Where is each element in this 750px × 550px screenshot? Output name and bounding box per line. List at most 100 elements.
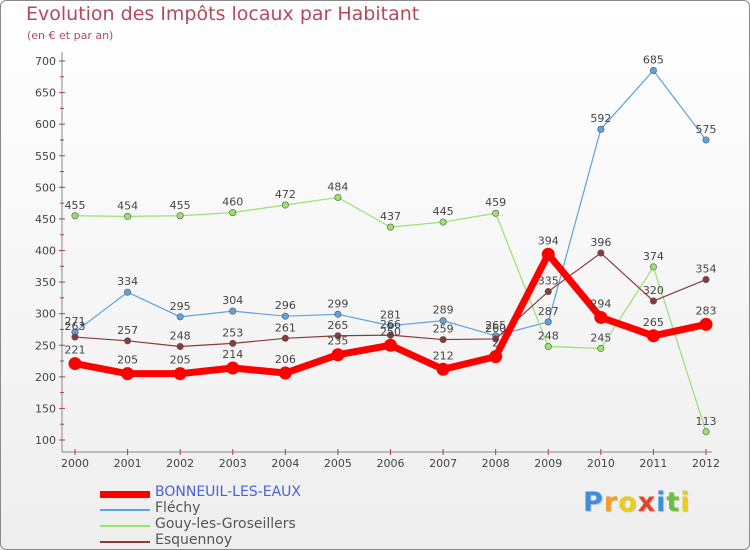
data-point: [281, 201, 289, 209]
data-label: 459: [485, 196, 506, 209]
data-point: [386, 223, 394, 231]
data-point: [384, 338, 397, 352]
data-label: 261: [275, 321, 296, 334]
data-label: 265: [485, 319, 506, 332]
data-label: 248: [170, 330, 191, 343]
x-tick-label: 2009: [534, 457, 562, 470]
y-tick-label: 600: [35, 118, 56, 131]
data-label: 248: [538, 330, 559, 343]
logo-letter: i: [656, 487, 667, 518]
data-label: 113: [696, 415, 717, 428]
data-point: [281, 334, 289, 342]
data-label: 212: [433, 349, 454, 362]
data-point: [492, 335, 500, 343]
data-point: [334, 193, 342, 201]
data-label: 445: [433, 205, 454, 218]
data-label: 592: [590, 112, 611, 125]
data-label: 334: [117, 275, 138, 288]
data-point: [594, 310, 608, 324]
data-point: [176, 343, 184, 351]
logo-letter: o: [618, 487, 638, 518]
data-point: [649, 263, 657, 271]
data-label: 299: [327, 297, 348, 310]
data-label: 253: [222, 326, 243, 339]
data-point: [229, 339, 237, 347]
data-label: 472: [275, 188, 296, 201]
data-label: 455: [65, 199, 86, 212]
data-point: [439, 218, 447, 226]
data-point: [439, 336, 447, 344]
series-layer: [68, 66, 713, 436]
y-tick-label: 100: [35, 434, 56, 447]
data-label: 575: [696, 123, 717, 136]
data-point: [334, 332, 342, 340]
legend-swatch: [100, 509, 150, 511]
y-tick-label: 450: [35, 213, 56, 226]
data-point: [597, 249, 605, 257]
data-label: 206: [275, 353, 296, 366]
data-label: 287: [538, 305, 559, 318]
data-point: [439, 317, 447, 325]
data-label: 266: [380, 318, 401, 331]
legend-label: Gouy-les-Groseillers: [155, 516, 296, 532]
data-point: [649, 66, 657, 74]
data-point: [702, 428, 710, 436]
data-point: [229, 209, 237, 217]
data-label: 235: [327, 335, 348, 348]
data-label: 250: [380, 325, 401, 338]
x-tick-label: 2010: [587, 457, 615, 470]
data-point: [544, 288, 552, 296]
data-point: [71, 333, 79, 341]
data-point: [121, 367, 135, 381]
y-tick-label: 500: [35, 181, 56, 194]
x-tick-label: 2008: [482, 457, 510, 470]
data-labels-layer: 271 334 295 304 296 299 281 289 265 287 592 685 575 4…: [65, 53, 717, 427]
data-point: [124, 337, 132, 345]
data-label: 296: [275, 299, 296, 312]
data-point: [386, 322, 394, 330]
data-point: [436, 362, 450, 376]
data-label: 265: [327, 319, 348, 332]
legend-label: Esquennoy: [155, 532, 233, 548]
data-point: [544, 343, 552, 351]
data-point: [173, 367, 187, 381]
data-label: 304: [222, 294, 243, 307]
x-tick-label: 2003: [219, 457, 247, 470]
data-label: 245: [590, 331, 611, 344]
data-point: [334, 310, 342, 318]
logo-letter: i: [680, 487, 691, 518]
legend-swatch: [100, 490, 150, 498]
data-label: 221: [65, 344, 86, 357]
data-label: 259: [433, 323, 454, 336]
data-point: [541, 247, 555, 261]
y-tick-label: 650: [35, 87, 56, 100]
data-point: [176, 313, 184, 321]
data-point: [386, 331, 394, 339]
data-point: [597, 344, 605, 352]
data-point: [492, 209, 500, 217]
data-label: 354: [696, 263, 717, 276]
data-point: [176, 212, 184, 220]
y-tick-label: 350: [35, 276, 56, 289]
legend-swatch: [100, 541, 150, 543]
data-label: 2: [492, 337, 499, 350]
data-label: 460: [222, 196, 243, 209]
y-tick-label: 400: [35, 245, 56, 258]
data-label: 484: [327, 180, 348, 193]
data-point: [281, 312, 289, 320]
y-tick-label: 250: [35, 339, 56, 352]
data-point: [124, 212, 132, 220]
data-label: 260: [485, 322, 506, 335]
data-point: [649, 297, 657, 305]
data-point: [597, 125, 605, 133]
logo-letter: t: [666, 487, 681, 518]
data-label: 294: [590, 297, 611, 310]
x-tick-label: 2002: [166, 457, 194, 470]
data-point: [702, 136, 710, 144]
data-label: 455: [170, 199, 191, 212]
data-label: 281: [380, 309, 401, 322]
data-point: [124, 288, 132, 296]
data-point: [544, 318, 552, 326]
data-label: 263: [65, 320, 86, 333]
data-point: [699, 317, 713, 331]
